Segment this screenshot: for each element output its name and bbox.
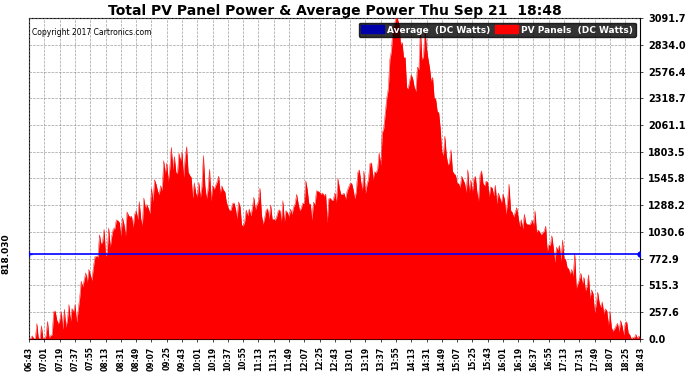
Legend: Average  (DC Watts), PV Panels  (DC Watts): Average (DC Watts), PV Panels (DC Watts) (359, 22, 636, 37)
Text: Copyright 2017 Cartronics.com: Copyright 2017 Cartronics.com (32, 28, 152, 37)
Text: 818.030: 818.030 (2, 234, 11, 274)
Title: Total PV Panel Power & Average Power Thu Sep 21  18:48: Total PV Panel Power & Average Power Thu… (108, 4, 562, 18)
